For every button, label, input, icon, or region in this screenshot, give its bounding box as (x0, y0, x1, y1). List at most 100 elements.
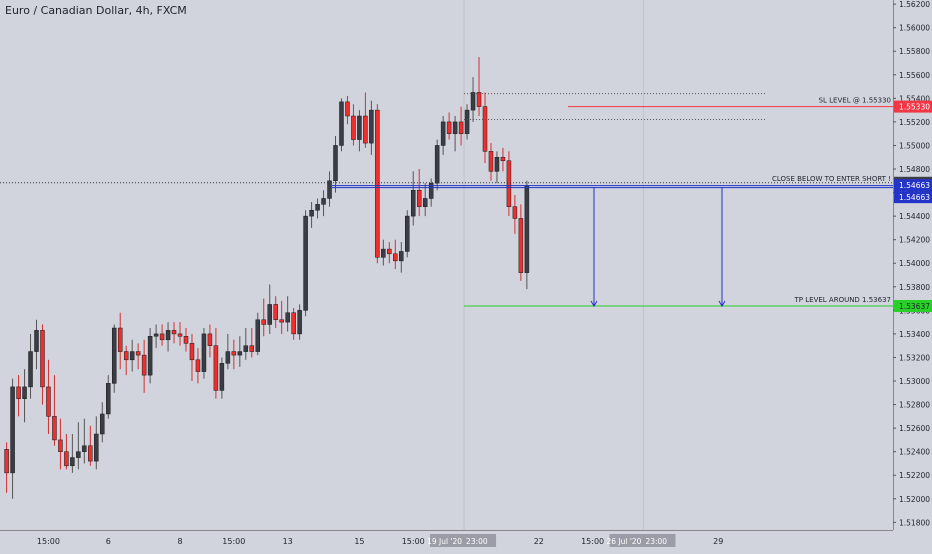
y-tick-label: 1.53200 (899, 353, 930, 362)
sl-level-label: SL LEVEL @ 1.55330 (819, 97, 891, 105)
candle-body (512, 206, 518, 219)
candle-body (225, 351, 231, 364)
candle-body (76, 451, 81, 458)
x-tick-label: 15:00 (37, 537, 60, 546)
candle-body (369, 109, 374, 144)
candle-body (375, 109, 380, 258)
x-tick-label: 15:00 (402, 537, 425, 546)
candle-body (434, 145, 440, 184)
candle-body (123, 351, 129, 361)
y-tick-label: 1.56200 (899, 0, 930, 9)
candle-body (195, 359, 201, 372)
y-tick-label: 1.52200 (899, 471, 930, 480)
candle-body (506, 160, 512, 207)
candle-body (183, 336, 189, 344)
y-tick-label: 1.55800 (899, 47, 930, 56)
y-tick-label: 1.55600 (899, 71, 930, 80)
candle-body (303, 215, 308, 311)
candle-body (141, 354, 147, 376)
y-tick-label: 1.56000 (899, 24, 930, 33)
entry-price-tag: 1.54663 (899, 181, 930, 190)
candle-body (34, 330, 39, 352)
candle-body (452, 121, 458, 134)
y-tick-label: 1.55400 (899, 94, 930, 103)
y-tick-label: 1.52400 (899, 448, 930, 457)
candle-body (100, 413, 105, 435)
y-tick-label: 1.53000 (899, 377, 930, 386)
candle-body (261, 319, 266, 325)
candle-body (446, 121, 452, 134)
y-tick-label: 1.54200 (899, 236, 930, 245)
candle-body (135, 351, 141, 356)
candle-body (518, 218, 524, 273)
candle-body (422, 198, 428, 207)
candle-body (416, 189, 422, 207)
y-tick-label: 1.52000 (899, 495, 930, 504)
candle-body (363, 115, 368, 144)
candle-body (201, 333, 207, 372)
candle-body (327, 180, 332, 199)
x-tick-label: 6 (106, 537, 111, 546)
entry-price-tag-2: 1.54663 (899, 193, 930, 202)
x-tick-label: 13 (283, 537, 293, 546)
candle-body (291, 312, 296, 335)
y-tick-label: 1.54400 (899, 212, 930, 221)
candle-body (70, 457, 75, 467)
tp-price-tag-background (894, 299, 932, 312)
price-axis-background (893, 0, 932, 550)
candle-body (267, 304, 272, 325)
candle-body (488, 151, 494, 172)
candle-body (500, 156, 506, 162)
candle-body (255, 319, 261, 352)
x-tick-label: 15:00 (581, 537, 604, 546)
sl-price-tag: 1.55330 (899, 103, 930, 112)
candle-body (28, 351, 33, 388)
x-highlight-date: 19 Jul '20 (427, 537, 462, 546)
x-highlight-background (430, 534, 497, 547)
candle-body (243, 345, 249, 352)
candle-body (464, 109, 470, 134)
candle-body (309, 209, 314, 217)
candle-body (351, 115, 356, 140)
y-tick-label: 1.52600 (899, 424, 930, 433)
candle-body (381, 248, 386, 258)
candle-body (106, 383, 111, 415)
candle-body (165, 330, 171, 341)
chart-title: Euro / Canadian Dollar, 4h, FXCM (5, 4, 187, 17)
candle-body (237, 351, 243, 356)
candle-body (16, 386, 21, 399)
candle-body (52, 416, 57, 441)
y-tick-label: 1.53800 (899, 283, 930, 292)
y-tick-label: 1.53400 (899, 330, 930, 339)
candle-body (285, 312, 290, 323)
candle-body (189, 343, 195, 361)
tp-level-label: TP LEVEL AROUND 1.53637 (794, 296, 891, 304)
x-tick-label: 22 (534, 537, 544, 546)
candle-body (64, 451, 69, 467)
candle-body (428, 182, 434, 199)
candle-body (94, 433, 99, 462)
candle-body (410, 189, 416, 217)
candle-body (333, 145, 338, 182)
candle-body (129, 351, 135, 361)
x-highlight-background (609, 534, 676, 547)
candle-body (393, 253, 398, 262)
candle-body (458, 121, 464, 134)
candle-body (153, 333, 159, 337)
candle-body (405, 215, 410, 252)
candle-body (159, 333, 165, 341)
candle-body (111, 327, 117, 384)
y-tick-label: 1.54000 (899, 259, 930, 268)
candle-body (440, 121, 446, 146)
candle-body (494, 156, 500, 172)
candle-body (297, 310, 302, 335)
entry-price-tag-background-2 (894, 191, 932, 204)
candle-body (207, 333, 213, 346)
candle-body (88, 445, 93, 462)
candle-body (482, 106, 488, 152)
candle-body (219, 363, 225, 391)
candle-body (58, 439, 63, 452)
candle-body (399, 251, 404, 262)
